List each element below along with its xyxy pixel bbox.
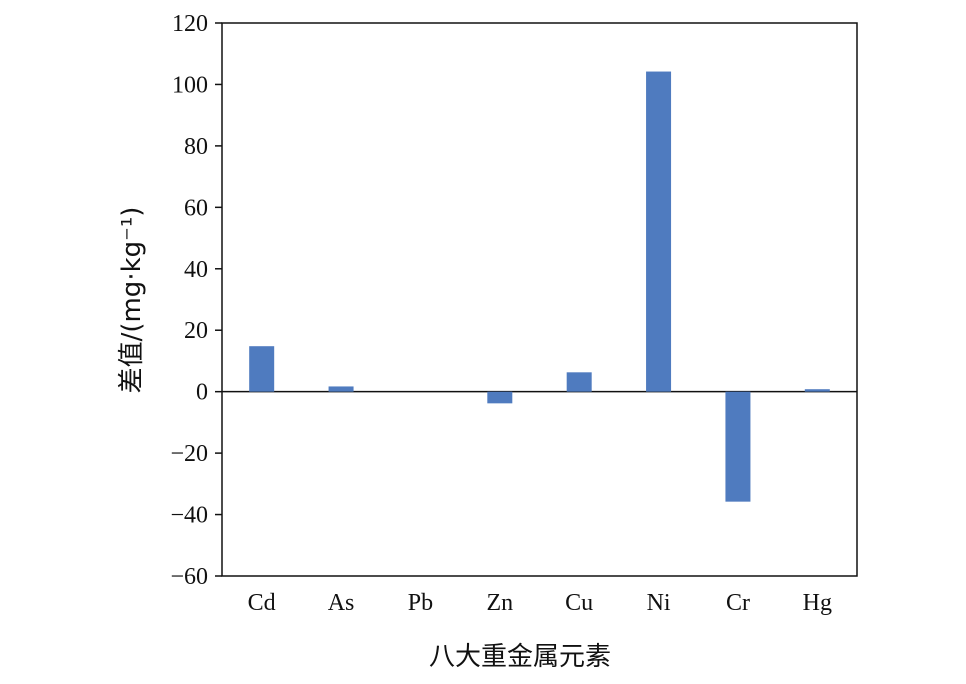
bar-cr: [725, 391, 751, 502]
bar-ni: [646, 71, 672, 392]
x-tick-label-cu: Cu: [565, 590, 593, 616]
x-tick-label-as: As: [328, 590, 355, 616]
bar-hg: [804, 389, 830, 392]
bar-cu: [566, 372, 592, 392]
y-tick-label: −40: [170, 503, 208, 529]
y-tick-label: 60: [184, 195, 208, 221]
bar-cd: [249, 346, 275, 392]
y-axis-title: 差值/(mg·kg⁻¹): [117, 207, 147, 394]
bar-zn: [487, 391, 513, 404]
y-axis-ticks: 120 100 80 60 40 20 0 −20 −40 −60: [170, 11, 222, 590]
bar-as: [328, 386, 354, 392]
x-tick-label-cr: Cr: [726, 590, 750, 616]
y-tick-label: 80: [184, 134, 208, 160]
y-tick-label: −60: [170, 564, 208, 590]
x-tick-label-cd: Cd: [248, 590, 276, 616]
y-tick-label: 120: [172, 11, 208, 37]
y-tick-label: 100: [172, 72, 208, 98]
y-tick-label: 0: [196, 380, 208, 406]
x-axis-title: 八大重金属元素: [429, 642, 611, 672]
y-tick-label: 20: [184, 318, 208, 344]
x-tick-label-hg: Hg: [803, 590, 832, 616]
x-tick-label-ni: Ni: [647, 590, 671, 616]
x-axis-ticks: Cd As Pb Zn Cu Ni Cr Hg: [248, 590, 832, 616]
plot-frame: [221, 22, 858, 577]
x-tick-label-pb: Pb: [408, 590, 433, 616]
x-tick-label-zn: Zn: [486, 590, 513, 616]
y-tick-label: −20: [170, 441, 208, 467]
y-tick-label: 40: [184, 257, 208, 283]
bars-group: [249, 71, 830, 502]
